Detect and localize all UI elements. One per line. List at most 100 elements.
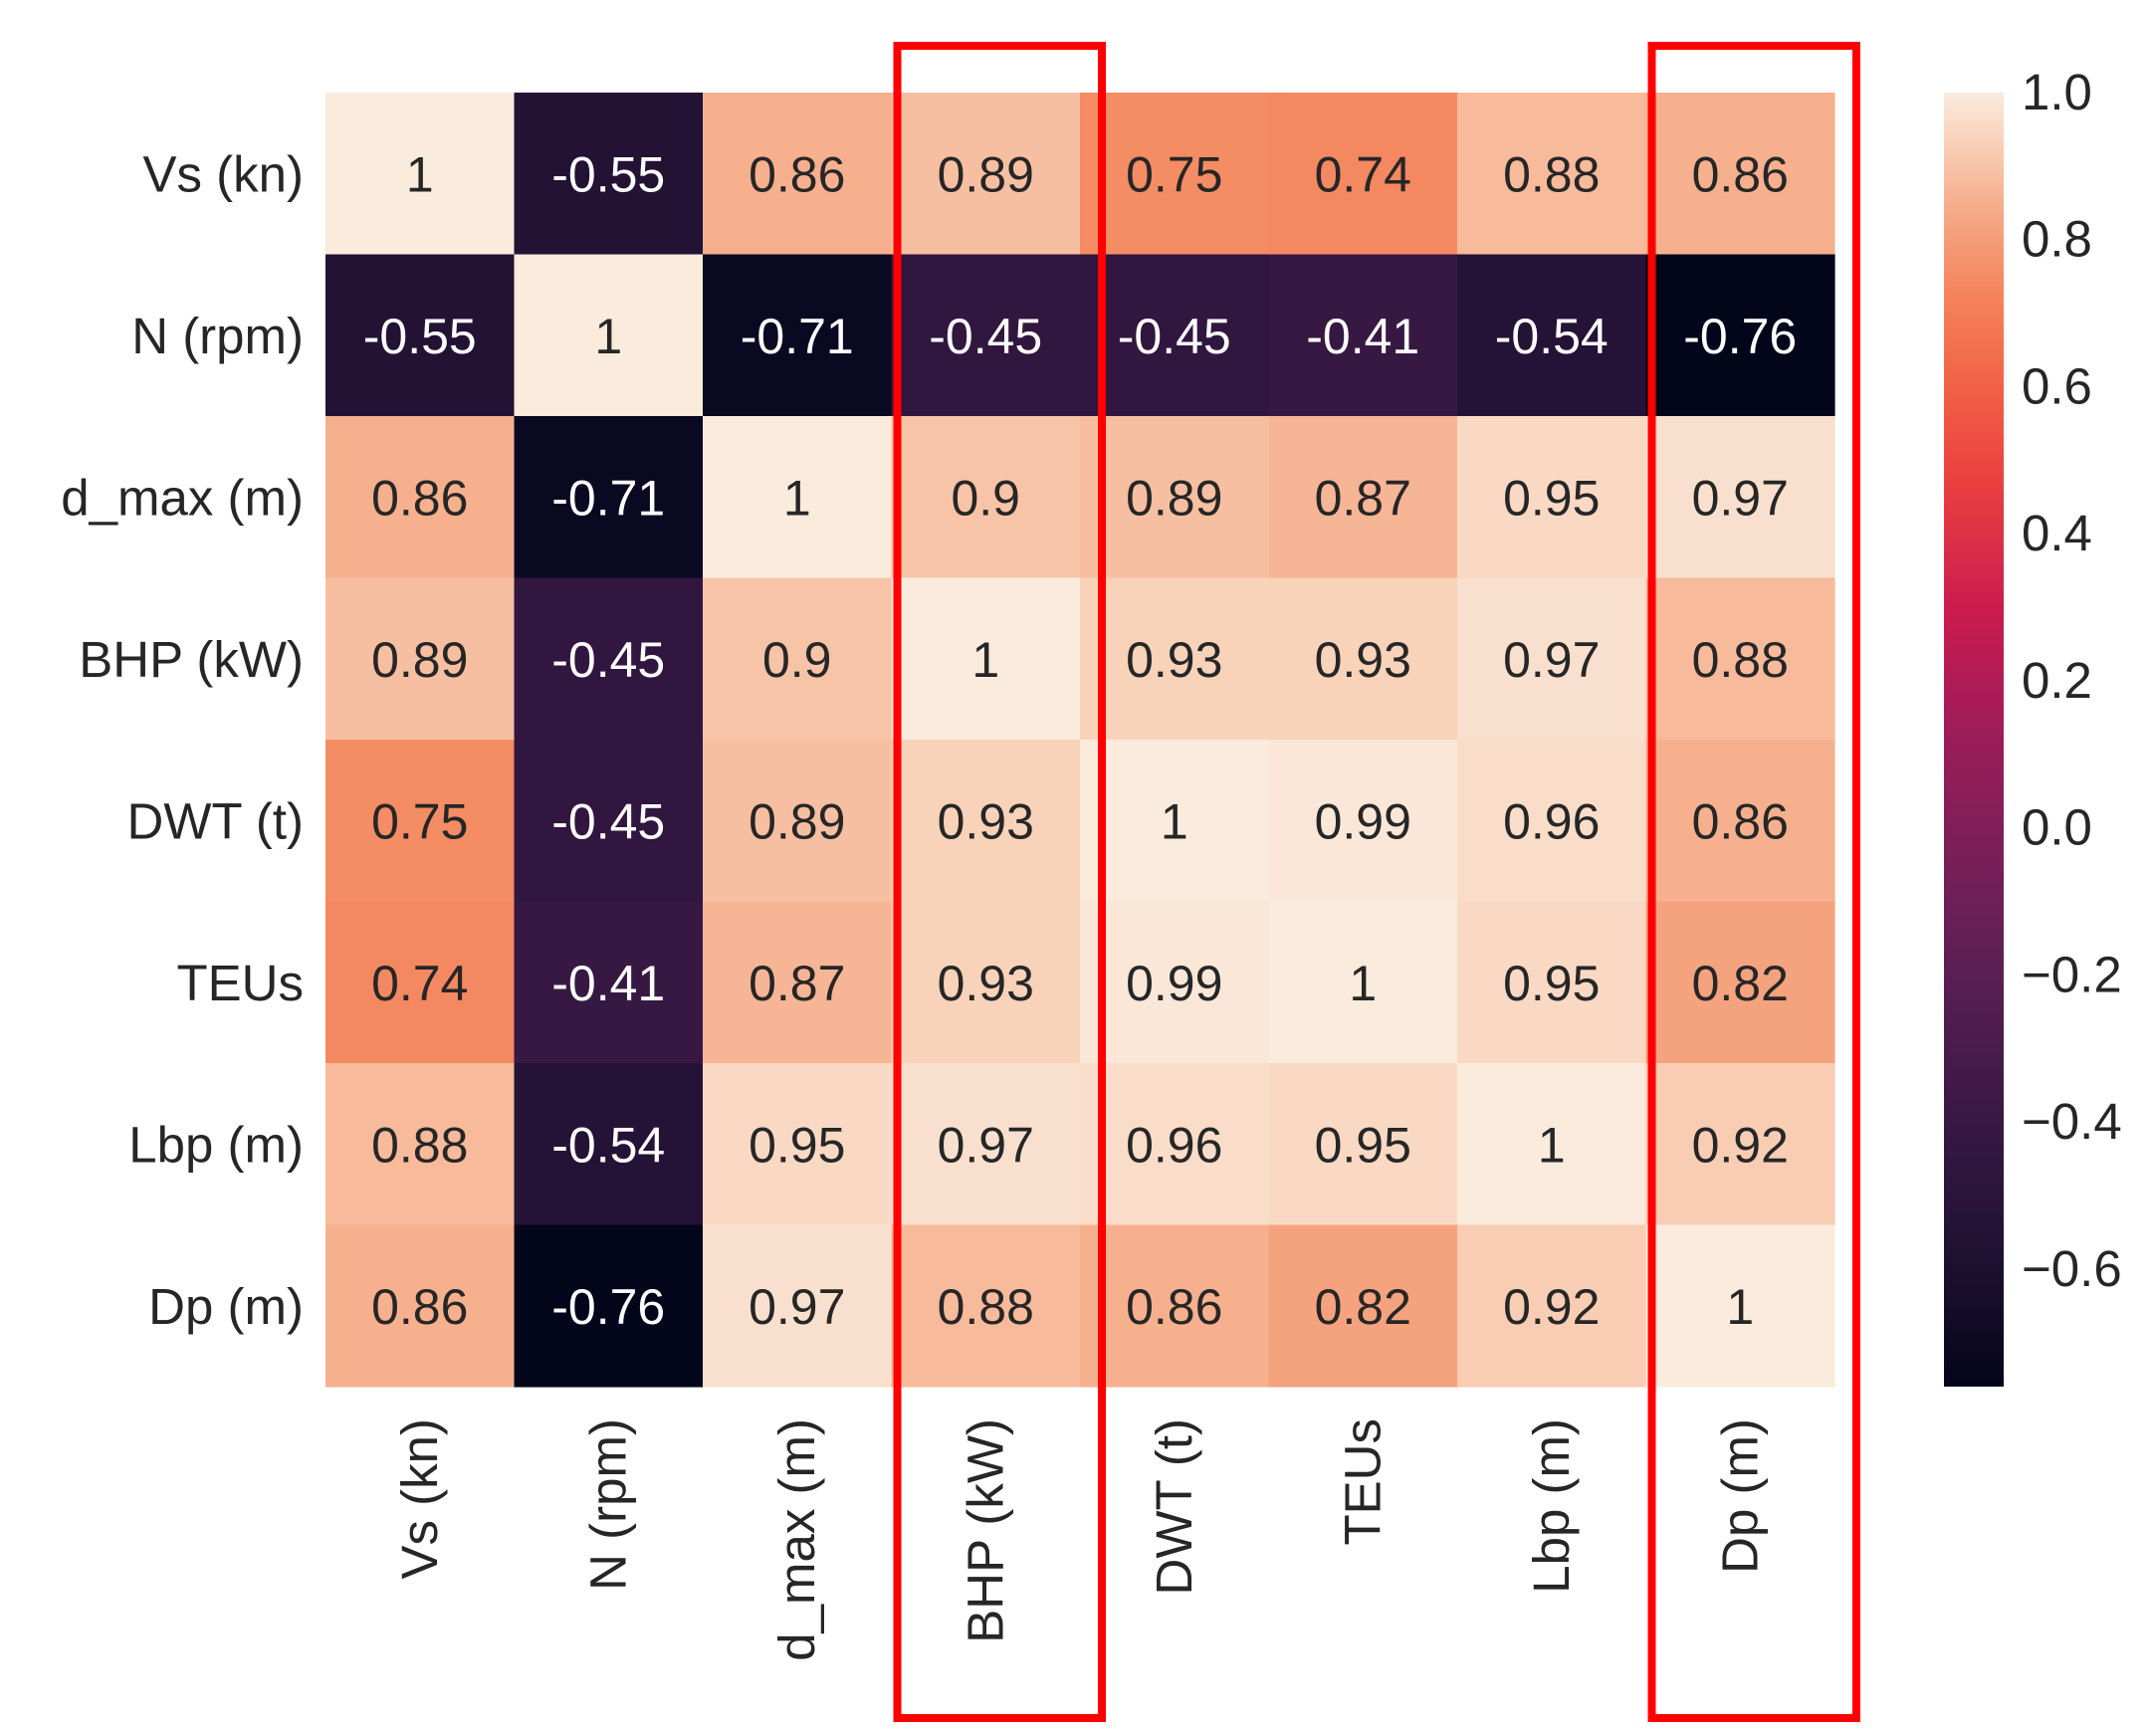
heatmap-cell-r3-c4 xyxy=(1080,577,1270,741)
colorbar-tick-label-1: 0.8 xyxy=(2022,211,2092,268)
heatmap-cell-r5-c4 xyxy=(1080,901,1270,1064)
cell-label-r0-c0: 1 xyxy=(406,146,434,202)
cell-label-r6-c0: 0.88 xyxy=(371,1117,468,1173)
row-label-vs-kn: Vs (kn) xyxy=(142,145,304,202)
cell-label-r2-c1: -0.71 xyxy=(551,470,665,526)
cell-label-r0-c1: -0.55 xyxy=(551,146,665,202)
cell-label-r2-c4: 0.89 xyxy=(1126,470,1222,526)
cell-label-r5-c1: -0.41 xyxy=(551,956,665,1011)
heatmap-cell-r7-c4 xyxy=(1080,1224,1270,1388)
row-labels: Vs (kn) N (rpm) d_max (m) BHP (kW) DWT (t) TE… xyxy=(61,145,304,1335)
cell-label-r5-c7: 0.82 xyxy=(1692,956,1789,1011)
heatmap-cell-r7-c1 xyxy=(514,1224,704,1388)
column-label-teus: TEUs xyxy=(1334,1418,1391,1546)
cell-label-r7-c7: 1 xyxy=(1726,1279,1754,1335)
cell-label-r3-c6: 0.97 xyxy=(1503,632,1600,688)
cell-label-r5-c0: 0.74 xyxy=(371,956,468,1011)
cell-label-r4-c4: 1 xyxy=(1161,793,1188,849)
heatmap-cell-r6-c1 xyxy=(514,1063,704,1226)
column-label-n-rpm: N (rpm) xyxy=(579,1418,636,1591)
heatmap-cell-r7-c6 xyxy=(1457,1224,1647,1388)
heatmap-cell-r1-c3 xyxy=(891,254,1081,417)
heatmap-cell-r2-c6 xyxy=(1457,416,1647,579)
cell-label-r1-c2: -0.71 xyxy=(741,309,854,364)
heatmap-cell-r6-c0 xyxy=(325,1063,516,1226)
cell-label-r1-c3: -0.45 xyxy=(929,309,1042,364)
heatmap-cell-r1-c2 xyxy=(703,254,893,417)
cell-label-r4-c6: 0.96 xyxy=(1503,793,1600,849)
cell-label-r0-c2: 0.86 xyxy=(749,146,845,202)
cell-label-r0-c3: 0.89 xyxy=(938,146,1034,202)
cell-label-r3-c0: 0.89 xyxy=(371,632,468,688)
colorbar-tick-label-6: −0.2 xyxy=(2022,946,2122,1002)
heatmap-cell-r4-c1 xyxy=(514,740,704,903)
column-label-dwt-t: DWT (t) xyxy=(1146,1418,1202,1596)
heatmap-cell-r2-c5 xyxy=(1268,416,1458,579)
heatmap-cell-r2-c0 xyxy=(325,416,516,579)
cell-label-r4-c5: 0.99 xyxy=(1315,793,1411,849)
heatmap-cell-r5-c2 xyxy=(703,901,893,1064)
heatmap-cell-r7-c0 xyxy=(325,1224,516,1388)
heatmap-cell-r4-c6 xyxy=(1457,740,1647,903)
cell-label-r6-c2: 0.95 xyxy=(749,1117,845,1173)
cell-label-r1-c1: 1 xyxy=(594,309,622,364)
cell-label-r6-c6: 1 xyxy=(1538,1117,1566,1173)
heatmap-cell-r3-c2 xyxy=(703,577,893,741)
cell-label-r0-c6: 0.88 xyxy=(1503,146,1600,202)
row-label-bhp-kw: BHP (kW) xyxy=(79,631,304,688)
column-label-dp-m: Dp (m) xyxy=(1711,1418,1768,1574)
heatmap-cell-r1-c5 xyxy=(1268,254,1458,417)
column-label-lbp-m: Lbp (m) xyxy=(1523,1418,1580,1594)
highlight-box-dp-m xyxy=(1647,42,1860,1722)
row-label-teus: TEUs xyxy=(177,955,305,1011)
row-label-dwt-t: DWT (t) xyxy=(126,792,304,849)
cell-label-r4-c1: -0.45 xyxy=(551,793,665,849)
cell-label-r1-c5: -0.41 xyxy=(1306,309,1419,364)
heatmap-cell-r5-c5 xyxy=(1268,901,1458,1064)
heatmap-cell-r1-c1 xyxy=(514,254,704,417)
cell-label-r5-c4: 0.99 xyxy=(1126,956,1222,1011)
heatmap-cell-r5-c6 xyxy=(1457,901,1647,1064)
heatmap-cell-r0-c6 xyxy=(1457,93,1647,256)
colorbar-tick-label-7: −0.4 xyxy=(2022,1093,2122,1150)
cell-label-r5-c6: 0.95 xyxy=(1503,956,1600,1011)
heatmap-cell-r4-c3 xyxy=(891,740,1081,903)
row-label-n-rpm: N (rpm) xyxy=(131,308,304,364)
heatmap-cells: 1 -0.55 0.86 0.89 0.75 0.74 0.88 0.86 -0.55 1 -0.7… xyxy=(325,93,1835,1388)
heatmap-cell-r0-c4 xyxy=(1080,93,1270,256)
heatmap-cell-r0-c3 xyxy=(891,93,1081,256)
colorbar-tick-label-4: 0.2 xyxy=(2022,652,2092,709)
highlight-box-bhp-kw xyxy=(893,42,1106,1722)
heatmap-cell-r2-c4 xyxy=(1080,416,1270,579)
heatmap-cell-r0-c2 xyxy=(703,93,893,256)
colorbar-tick-label-2: 0.6 xyxy=(2022,357,2092,414)
heatmap-cell-r7-c3 xyxy=(891,1224,1081,1388)
heatmap-cell-r2-c3 xyxy=(891,416,1081,579)
heatmap-cell-r4-c2 xyxy=(703,740,893,903)
heatmap-cell-r4-c4 xyxy=(1080,740,1270,903)
cell-label-r7-c5: 0.82 xyxy=(1315,1279,1411,1335)
heatmap-cell-r0-c1 xyxy=(514,93,704,256)
cell-label-r0-c7: 0.86 xyxy=(1692,146,1789,202)
colorbar-gradient xyxy=(1944,93,2004,1387)
cell-label-r4-c2: 0.89 xyxy=(749,793,845,849)
row-label-lbp-m: Lbp (m) xyxy=(128,1116,304,1173)
heatmap-cell-r0-c5 xyxy=(1268,93,1458,256)
heatmap-cell-r4-c7 xyxy=(1645,740,1835,903)
cell-label-r6-c5: 0.95 xyxy=(1315,1117,1411,1173)
cell-label-r2-c0: 0.86 xyxy=(371,470,468,526)
cell-label-r5-c2: 0.87 xyxy=(749,956,845,1011)
heatmap-cell-r1-c6 xyxy=(1457,254,1647,417)
heatmap-cell-r0-c0 xyxy=(325,93,516,256)
cell-label-r7-c3: 0.88 xyxy=(938,1279,1034,1335)
heatmap-cell-r6-c4 xyxy=(1080,1063,1270,1226)
cell-label-r1-c0: -0.55 xyxy=(363,309,477,364)
heatmap-cell-r5-c3 xyxy=(891,901,1081,1064)
cell-label-r4-c3: 0.93 xyxy=(938,793,1034,849)
heatmap-cell-r2-c7 xyxy=(1645,416,1835,579)
heatmap-cell-r2-c1 xyxy=(514,416,704,579)
cell-label-r5-c3: 0.93 xyxy=(938,956,1034,1011)
cell-label-r3-c2: 0.9 xyxy=(762,632,832,688)
highlight-boxes xyxy=(893,42,1860,1722)
